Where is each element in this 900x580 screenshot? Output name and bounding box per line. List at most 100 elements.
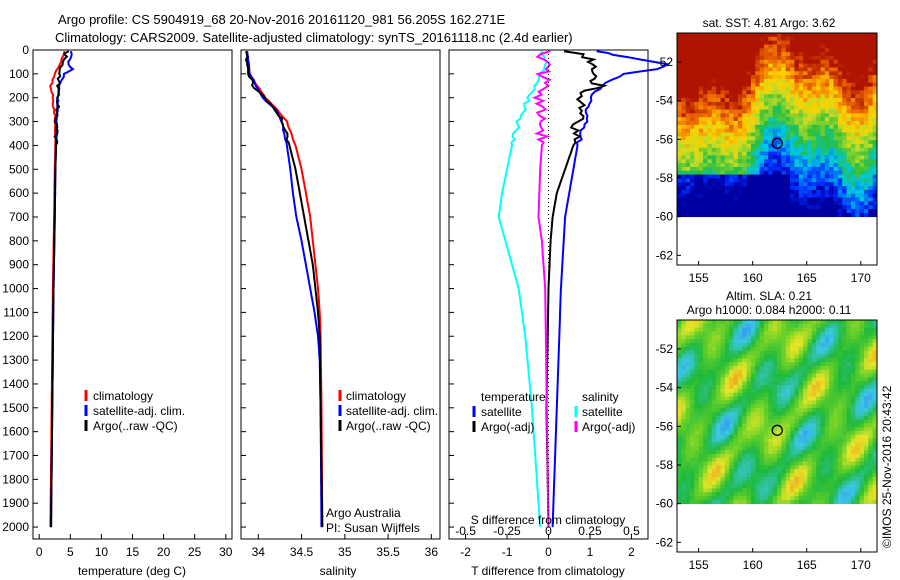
heat-cell — [685, 201, 691, 206]
heat-cell — [868, 193, 874, 198]
heat-cell — [794, 419, 800, 424]
heat-cell — [677, 48, 682, 53]
heat-cell — [698, 155, 704, 160]
heat-cell — [703, 434, 708, 440]
heat-cell — [716, 52, 721, 57]
heat-cell — [746, 52, 752, 57]
heat-cell — [850, 128, 856, 133]
legend-title: temperature — [481, 390, 546, 404]
heat-cell — [798, 461, 804, 466]
heat-cell — [850, 36, 856, 42]
heat-cell — [677, 105, 682, 110]
heat-cell — [837, 373, 843, 378]
heat-cell — [750, 335, 756, 340]
heat-cell — [807, 488, 813, 493]
heat-cell — [859, 212, 865, 218]
heat-cell — [837, 473, 843, 478]
heat-cell — [698, 484, 704, 489]
heat-cell — [720, 71, 726, 76]
heat-cell — [794, 128, 800, 133]
heat-cell — [746, 381, 752, 386]
heat-cell — [677, 71, 682, 76]
heat-cell — [703, 453, 708, 459]
heat-cell — [677, 44, 682, 49]
heat-cell — [803, 388, 808, 394]
legend-entry: satellite — [582, 405, 623, 419]
heat-cell — [846, 385, 852, 390]
heat-cell — [711, 423, 717, 428]
heat-cell — [750, 411, 756, 417]
heat-cell — [790, 182, 795, 187]
heat-cell — [677, 128, 682, 133]
x-tick-label: 25 — [188, 545, 202, 559]
heat-cell — [698, 434, 704, 440]
heat-cell — [694, 492, 700, 497]
heat-cell — [711, 178, 717, 183]
heat-cell — [850, 446, 856, 451]
heat-cell — [811, 358, 817, 363]
heat-cell — [781, 75, 787, 80]
heat-cell — [681, 143, 687, 149]
heat-cell — [855, 44, 861, 49]
heat-cell — [707, 59, 713, 65]
y-tick-label: 1000 — [2, 282, 29, 296]
heat-cell — [781, 469, 787, 474]
heat-cell — [811, 473, 817, 478]
heat-cell — [820, 469, 826, 474]
heat-cell — [859, 461, 865, 466]
heat-cell — [746, 78, 752, 84]
heat-cell — [850, 415, 856, 420]
heat-cell — [816, 419, 821, 424]
heat-cell — [781, 212, 787, 218]
heat-cell — [750, 388, 756, 394]
heat-cell — [807, 415, 813, 420]
heat-cell — [798, 67, 804, 72]
heat-cell — [777, 166, 782, 172]
heat-cell — [733, 480, 739, 485]
heat-cell — [755, 212, 761, 218]
heat-cell — [820, 78, 826, 84]
heat-cell — [737, 373, 743, 378]
heat-cell — [820, 109, 826, 114]
s-tick-label: -0.5 — [455, 524, 476, 538]
heat-cell — [837, 434, 843, 440]
heat-cell — [807, 90, 813, 95]
heat-cell — [685, 128, 691, 133]
heat-cell — [824, 55, 830, 61]
heat-cell — [733, 75, 739, 80]
heat-cell — [785, 465, 791, 470]
heat-cell — [859, 446, 865, 451]
heat-cell — [855, 362, 861, 367]
heat-cell — [720, 465, 726, 470]
heat-cell — [685, 174, 691, 179]
heat-cell — [724, 98, 730, 103]
heat-cell — [681, 136, 687, 141]
heat-cell — [842, 86, 847, 91]
heat-cell — [859, 128, 865, 133]
heat-cell — [859, 484, 865, 489]
heat-cell — [685, 400, 691, 405]
heat-cell — [755, 82, 761, 87]
heat-cell — [759, 44, 765, 49]
heat-cell — [755, 453, 761, 459]
heat-cell — [855, 136, 861, 141]
heat-cell — [737, 44, 743, 49]
heat-cell — [846, 339, 852, 344]
heat-cell — [785, 415, 791, 420]
heat-cell — [759, 469, 765, 474]
heat-cell — [785, 67, 791, 72]
heat-cell — [803, 55, 808, 61]
heat-cell — [785, 98, 791, 103]
heat-cell — [820, 342, 826, 348]
heat-cell — [863, 346, 869, 352]
heat-cell — [816, 52, 821, 57]
heat-cell — [707, 147, 713, 153]
heat-cell — [768, 499, 774, 505]
heat-cell — [755, 182, 761, 187]
heat-cell — [868, 205, 874, 210]
heat-cell — [785, 82, 791, 87]
heat-cell — [781, 147, 787, 153]
heat-cell — [707, 354, 713, 359]
heat-cell — [677, 121, 682, 126]
heat-cell — [724, 82, 730, 87]
